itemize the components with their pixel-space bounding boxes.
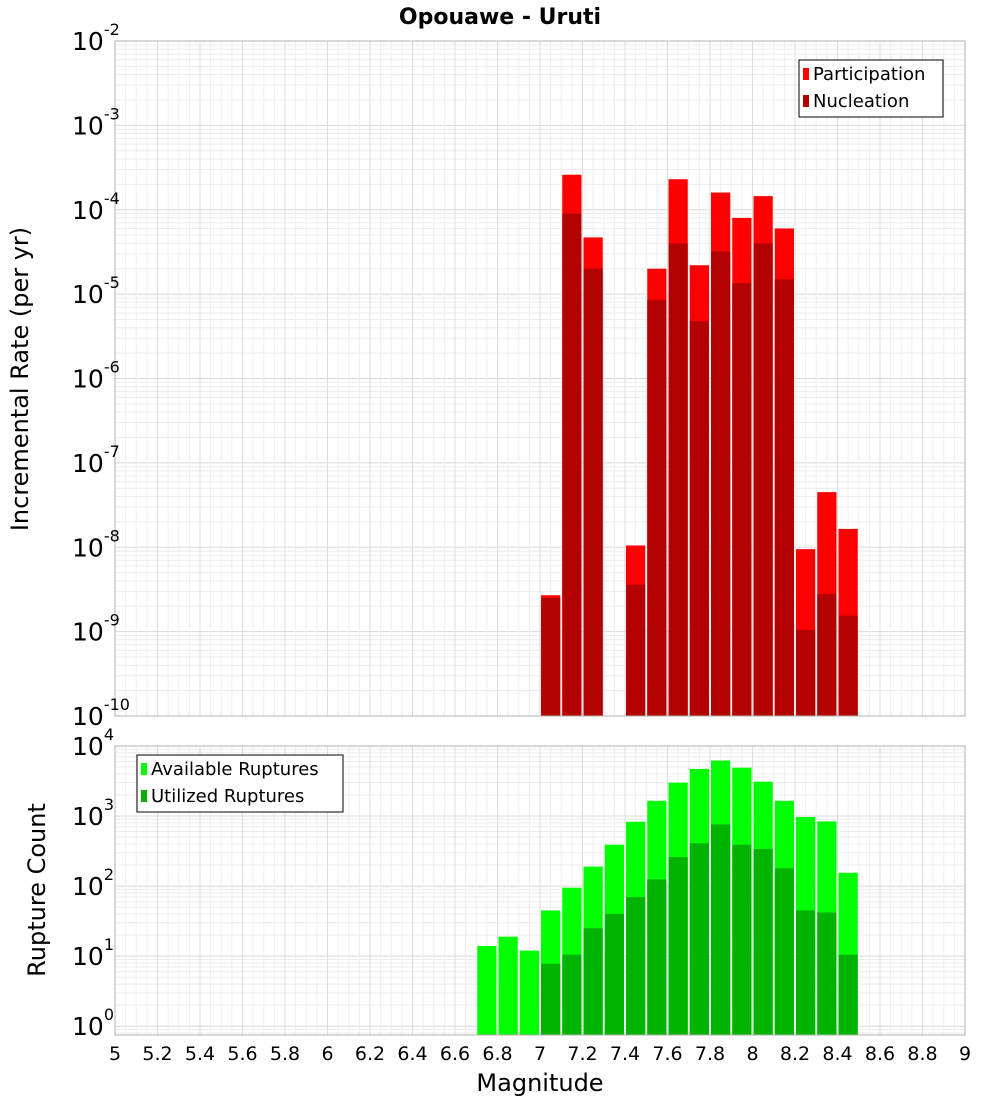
y-tick-label: 103 — [72, 795, 114, 831]
legend-swatch — [803, 95, 809, 107]
bar — [774, 868, 794, 1035]
x-tick-label: 8.8 — [907, 1043, 937, 1065]
top-plot-frame — [114, 40, 966, 717]
x-tick-label: 5.6 — [227, 1043, 257, 1065]
bar — [498, 936, 518, 1035]
y-tick-label: 101 — [72, 935, 114, 971]
bar — [732, 283, 752, 716]
y-tick-label: 102 — [72, 865, 114, 901]
x-axis-label: Magnitude — [476, 1069, 603, 1097]
x-tick-label: 5 — [109, 1043, 121, 1065]
bar — [562, 954, 582, 1035]
bar — [541, 598, 561, 716]
x-tick-label: 5.2 — [142, 1043, 172, 1065]
x-tick-label: 5.4 — [185, 1043, 215, 1065]
x-tick-label: 6 — [321, 1043, 333, 1065]
bar — [647, 879, 667, 1035]
bar — [838, 615, 858, 716]
y-tick-label: 10-5 — [72, 273, 120, 309]
bar — [668, 243, 688, 717]
legend-box — [136, 754, 344, 813]
bar — [477, 945, 497, 1035]
bar — [626, 584, 646, 716]
y-tick-label: 10-2 — [72, 20, 120, 56]
legend-swatch — [803, 68, 809, 80]
x-tick-label: 8 — [746, 1043, 758, 1065]
bar — [541, 963, 561, 1035]
x-tick-label: 7.6 — [652, 1043, 682, 1065]
legend-label: Utilized Ruptures — [151, 786, 304, 807]
x-tick-label: 7.2 — [567, 1043, 597, 1065]
bar — [583, 268, 603, 716]
bar — [838, 954, 858, 1035]
bar — [711, 824, 731, 1035]
y-tick-label: 10-6 — [72, 358, 120, 394]
y-tick-label: 100 — [72, 1005, 114, 1041]
bar — [753, 243, 773, 717]
bar — [519, 950, 539, 1035]
top-y-axis-label: Incremental Rate (per yr) — [6, 227, 34, 531]
bar — [562, 213, 582, 717]
bar — [626, 896, 646, 1035]
bar — [711, 251, 731, 716]
x-tick-label: 7.8 — [695, 1043, 725, 1065]
top-grid — [114, 41, 966, 717]
y-tick-label: 10-3 — [72, 104, 120, 140]
series-2 — [541, 213, 858, 717]
bar — [796, 629, 816, 716]
x-tick-label: 5.8 — [270, 1043, 300, 1065]
y-tick-label: 10-9 — [72, 611, 120, 647]
bar — [796, 910, 816, 1035]
x-tick-label: 6.2 — [355, 1043, 385, 1065]
x-tick-label: 8.4 — [822, 1043, 852, 1065]
series-2 — [541, 824, 858, 1035]
bar — [817, 912, 837, 1035]
legend-swatch — [141, 763, 147, 775]
bottom-legend: Available Ruptures Utilized Ruptures — [136, 754, 344, 813]
bar — [817, 593, 837, 716]
y-tick-label: 10-4 — [72, 189, 120, 225]
bar — [689, 321, 709, 716]
y-tick-label: 10-10 — [72, 695, 130, 731]
bar — [583, 928, 603, 1035]
x-tick-label: 8.6 — [865, 1043, 895, 1065]
x-tick-label: 6.8 — [482, 1043, 512, 1065]
y-tick-label: 10-7 — [72, 442, 120, 478]
legend-box — [798, 59, 944, 118]
chart-title: Opouawe - Uruti — [399, 5, 601, 30]
x-tick-label: 6.4 — [397, 1043, 427, 1065]
top-plot-area: 10-10 10-9 10-8 10-7 10-6 10-5 10-4 10-3 10-2 Par… — [72, 20, 966, 731]
x-tick-label: 7 — [534, 1043, 546, 1065]
bar — [604, 914, 624, 1035]
legend-label: Participation — [813, 64, 925, 85]
bottom-plot-frame — [114, 745, 966, 1036]
bar — [753, 848, 773, 1035]
bar — [774, 279, 794, 716]
x-tick-labels: 5 5.2 5.4 5.6 5.8 6 6.2 6.4 6.6 6.8 7 7.2 7.4 7.6 7.8 8… — [109, 1043, 971, 1065]
x-tick-label: 8.2 — [780, 1043, 810, 1065]
legend-swatch — [141, 790, 147, 802]
legend-label: Available Ruptures — [151, 759, 319, 780]
x-tick-label: 6.6 — [440, 1043, 470, 1065]
bar — [732, 844, 752, 1035]
top-legend: Participation Nucleation — [798, 59, 944, 118]
bar — [689, 843, 709, 1035]
bottom-y-axis-label: Rupture Count — [23, 803, 51, 977]
bar — [668, 857, 688, 1035]
x-tick-label: 9 — [959, 1043, 971, 1065]
x-tick-label: 7.4 — [610, 1043, 640, 1065]
legend-label: Nucleation — [813, 91, 909, 112]
y-tick-label: 10-8 — [72, 526, 120, 562]
bar — [647, 300, 667, 716]
